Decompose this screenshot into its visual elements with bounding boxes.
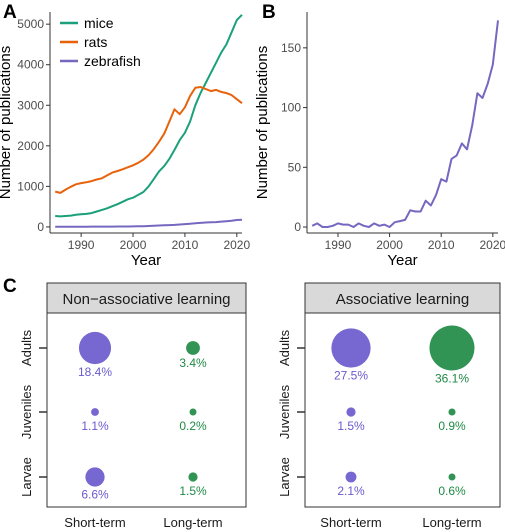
y-tick-label: 1000 — [17, 179, 44, 193]
x-tick-label: 2020 — [223, 238, 250, 252]
bubble-juveniles-long-term — [189, 408, 197, 416]
panel-c-bubble-chart: Non−associative learning Adults Juveniles L… — [19, 282, 501, 530]
panel-letter-c: C — [3, 276, 17, 297]
y-axis-title: Number of publications — [254, 46, 271, 199]
x-tick-label: 1990 — [325, 238, 352, 252]
panel-letter-a: A — [3, 2, 17, 23]
x-category-label: Long-term — [163, 515, 222, 530]
bubble-value-label: 18.4% — [78, 365, 112, 379]
y-tick-label: 150 — [281, 41, 301, 55]
legend-label-zebrafish: zebrafish — [84, 53, 141, 69]
y-tick-label: 5000 — [17, 17, 44, 31]
series-line-mice — [55, 14, 243, 218]
x-category-label: Short-term — [320, 515, 381, 530]
bubble-value-label: 1.1% — [81, 419, 109, 433]
y-category-label: Larvae — [277, 457, 292, 497]
bubble-value-label: 2.1% — [337, 484, 365, 498]
y-category-label: Juveniles — [277, 384, 292, 439]
y-category-label: Larvae — [19, 457, 34, 497]
bubble-juveniles-short-term — [91, 408, 99, 416]
bubble-value-label: 1.5% — [337, 419, 365, 433]
x-tick-label: 2020 — [479, 238, 505, 252]
y-tick-label: 50 — [288, 160, 302, 174]
bubble-juveniles-short-term — [346, 407, 356, 417]
bubble-adults-long-term — [429, 325, 475, 371]
y-tick-label: 100 — [281, 101, 301, 115]
x-axis-title: Year — [387, 252, 417, 269]
y-category-label: Adults — [19, 329, 34, 366]
y-tick-label: 0 — [37, 220, 44, 234]
y-axis-title: Number of publications — [0, 46, 14, 199]
panel-b-line-chart: 0 50 100 150 1990 2000 2010 2020 Year Number of p… — [254, 12, 505, 269]
series-line-zebrafish — [55, 218, 243, 228]
bubble-value-label: 0.6% — [438, 484, 466, 498]
bubble-larvae-long-term — [448, 473, 456, 481]
panel-letter-b: B — [262, 2, 276, 23]
bubble-value-label: 6.6% — [81, 488, 109, 502]
series-line-rats — [54, 86, 243, 194]
bubble-value-label: 27.5% — [334, 369, 368, 383]
x-axis-title: Year — [131, 252, 161, 269]
bubble-value-label: 0.2% — [179, 419, 207, 433]
x-tick-label: 1990 — [68, 238, 95, 252]
facet-panel-border — [46, 312, 247, 508]
bubble-larvae-long-term — [188, 472, 198, 482]
facet-title: Non−associative learning — [62, 291, 230, 308]
bubble-value-label: 1.5% — [179, 484, 207, 498]
x-tick-label: 2010 — [172, 238, 199, 252]
x-category-label: Long-term — [422, 515, 481, 530]
bubble-value-label: 36.1% — [435, 372, 469, 386]
legend-label-rats: rats — [84, 34, 107, 50]
facet-strip — [304, 282, 501, 314]
bubble-adults-short-term — [331, 328, 371, 368]
y-tick-label: 3000 — [17, 98, 44, 112]
bubble-juveniles-long-term — [448, 408, 456, 416]
facet-title: Associative learning — [336, 291, 469, 308]
bubble-value-label: 0.9% — [438, 419, 466, 433]
bubble-larvae-short-term — [85, 467, 105, 487]
y-category-label: Adults — [277, 329, 292, 366]
y-tick-label: 2000 — [17, 139, 44, 153]
facet-panel-border — [304, 312, 501, 508]
panel-a-line-chart: 0 1000 2000 3000 4000 5000 1990 2000 2010 2020 Yea… — [0, 12, 250, 269]
y-category-label: Juveniles — [19, 384, 34, 439]
y-tick-label: 4000 — [17, 58, 44, 72]
legend-label-mice: mice — [84, 15, 114, 31]
bubble-value-label: 3.4% — [179, 356, 207, 370]
bubble-larvae-short-term — [345, 471, 357, 483]
bubble-adults-short-term — [78, 331, 112, 365]
series-line-zebrafish — [311, 20, 499, 228]
y-tick-label: 0 — [294, 220, 301, 234]
x-tick-label: 2010 — [428, 238, 455, 252]
x-tick-label: 2000 — [120, 238, 147, 252]
x-tick-label: 2000 — [376, 238, 403, 252]
x-category-label: Short-term — [64, 515, 125, 530]
bubble-adults-long-term — [186, 341, 200, 355]
